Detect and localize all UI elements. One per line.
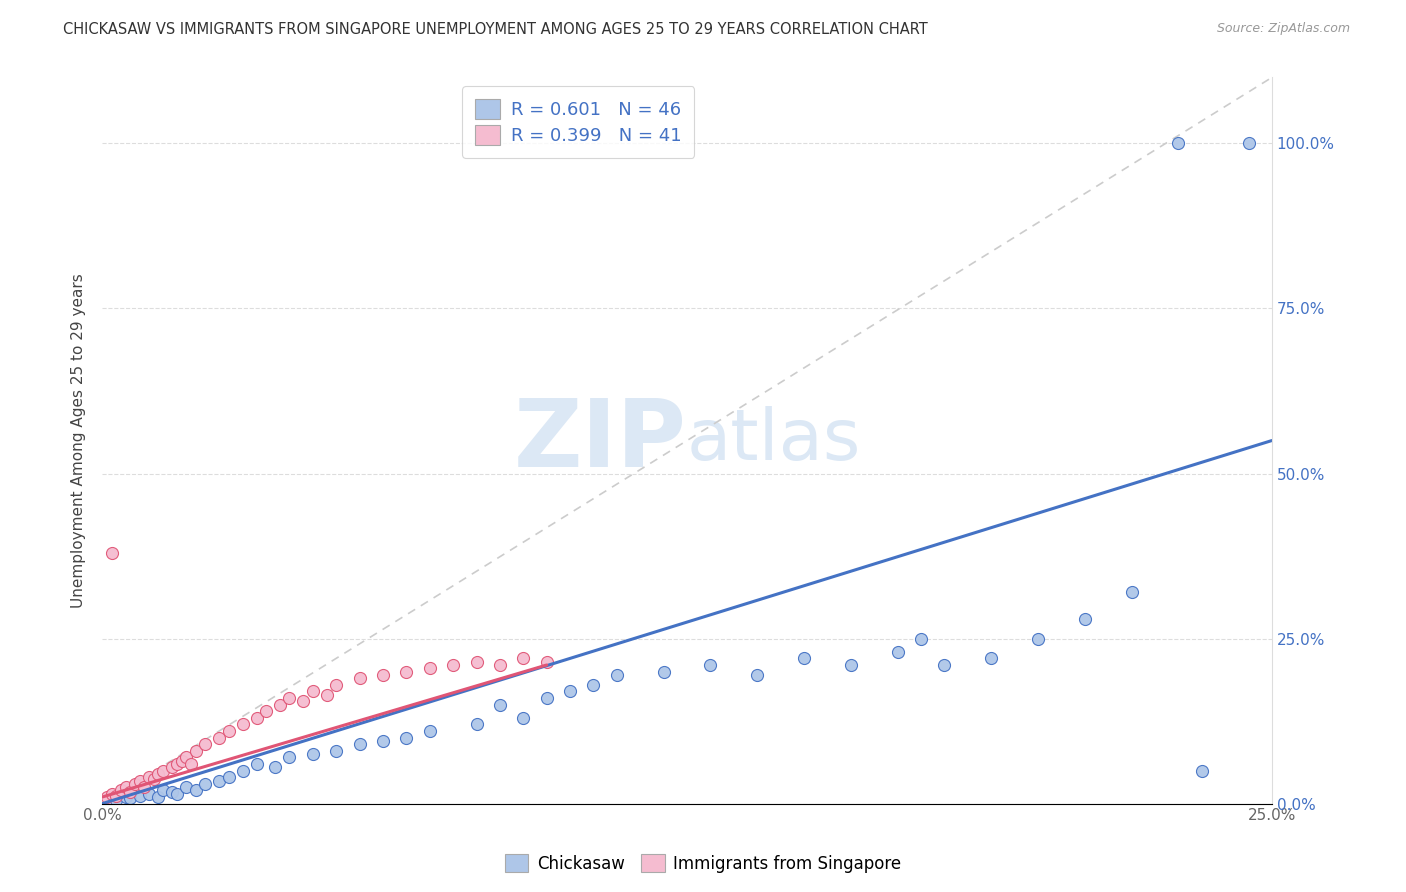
Point xyxy=(96,790,118,805)
Point xyxy=(292,694,315,708)
Point xyxy=(152,764,174,778)
Point xyxy=(558,684,581,698)
Point xyxy=(110,783,132,797)
Point xyxy=(184,744,207,758)
Point xyxy=(886,645,908,659)
Point xyxy=(465,655,488,669)
Point xyxy=(278,750,301,764)
Point xyxy=(1074,612,1097,626)
Point xyxy=(100,787,122,801)
Point xyxy=(120,791,142,805)
Point xyxy=(489,657,512,672)
Point xyxy=(114,790,136,805)
Point xyxy=(582,678,605,692)
Point xyxy=(536,691,558,706)
Text: Source: ZipAtlas.com: Source: ZipAtlas.com xyxy=(1216,22,1350,36)
Point xyxy=(218,770,240,784)
Point xyxy=(176,750,198,764)
Point xyxy=(208,731,231,745)
Point xyxy=(747,668,769,682)
Point xyxy=(325,678,347,692)
Point xyxy=(166,787,188,801)
Point xyxy=(184,783,207,797)
Point xyxy=(1026,632,1049,646)
Legend: R = 0.601   N = 46, R = 0.399   N = 41: R = 0.601 N = 46, R = 0.399 N = 41 xyxy=(463,87,695,158)
Point xyxy=(105,789,128,803)
Point xyxy=(395,731,418,745)
Point xyxy=(254,704,277,718)
Point xyxy=(1191,764,1213,778)
Text: ZIP: ZIP xyxy=(515,394,688,486)
Point xyxy=(395,665,418,679)
Point xyxy=(934,657,956,672)
Point xyxy=(232,764,254,778)
Point xyxy=(1237,136,1260,151)
Point xyxy=(371,668,394,682)
Point xyxy=(128,773,150,788)
Point xyxy=(910,632,932,646)
Y-axis label: Unemployment Among Ages 25 to 29 years: Unemployment Among Ages 25 to 29 years xyxy=(72,273,86,608)
Point xyxy=(170,754,193,768)
Point xyxy=(148,767,170,781)
Point xyxy=(419,661,441,675)
Point xyxy=(980,651,1002,665)
Point xyxy=(419,724,441,739)
Point xyxy=(512,711,534,725)
Point xyxy=(114,780,136,794)
Point xyxy=(269,698,291,712)
Point xyxy=(176,780,198,794)
Point xyxy=(349,737,371,751)
Point xyxy=(162,760,184,774)
Point xyxy=(218,724,240,739)
Point xyxy=(134,780,156,794)
Point xyxy=(246,757,269,772)
Point xyxy=(232,717,254,731)
Point xyxy=(699,657,721,672)
Point xyxy=(1121,585,1143,599)
Point xyxy=(793,651,815,665)
Point xyxy=(105,793,128,807)
Point xyxy=(371,734,394,748)
Point xyxy=(1167,136,1189,151)
Point xyxy=(128,789,150,803)
Text: atlas: atlas xyxy=(688,406,862,475)
Legend: Chickasaw, Immigrants from Singapore: Chickasaw, Immigrants from Singapore xyxy=(498,847,908,880)
Point xyxy=(315,688,337,702)
Point xyxy=(194,777,217,791)
Point xyxy=(301,747,323,761)
Point xyxy=(325,744,347,758)
Point xyxy=(839,657,862,672)
Point xyxy=(138,770,160,784)
Point xyxy=(162,785,184,799)
Point xyxy=(208,773,231,788)
Point xyxy=(606,668,628,682)
Point xyxy=(536,655,558,669)
Point xyxy=(142,772,165,786)
Point xyxy=(652,665,675,679)
Point xyxy=(194,737,217,751)
Point xyxy=(489,698,512,712)
Point xyxy=(465,717,488,731)
Point xyxy=(152,783,174,797)
Point xyxy=(246,711,269,725)
Point xyxy=(138,787,160,801)
Point xyxy=(349,671,371,685)
Text: CHICKASAW VS IMMIGRANTS FROM SINGAPORE UNEMPLOYMENT AMONG AGES 25 TO 29 YEARS CO: CHICKASAW VS IMMIGRANTS FROM SINGAPORE U… xyxy=(63,22,928,37)
Point xyxy=(278,691,301,706)
Point xyxy=(100,546,122,560)
Point xyxy=(264,760,287,774)
Point xyxy=(512,651,534,665)
Point xyxy=(301,684,323,698)
Point xyxy=(166,757,188,772)
Point xyxy=(124,777,146,791)
Point xyxy=(441,657,464,672)
Point xyxy=(180,757,202,772)
Point xyxy=(120,785,142,799)
Point xyxy=(148,790,170,805)
